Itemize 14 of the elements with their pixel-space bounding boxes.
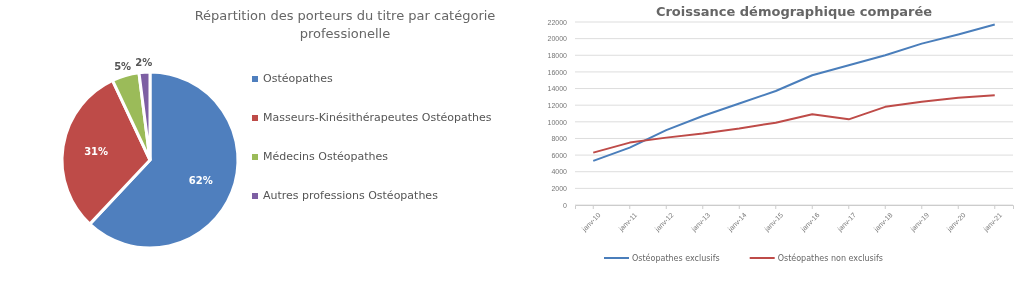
legend-label: Ostéopathes exclusifs — [632, 253, 720, 263]
data-label: 62% — [188, 175, 213, 187]
legend-label: Masseurs-Kinésithérapeutes Ostéopathes — [263, 111, 492, 124]
legend-label: Ostéopathes — [263, 72, 333, 85]
legend-label: Autres professions Ostéopathes — [263, 189, 439, 202]
data-label: 2% — [135, 57, 153, 69]
line-series — [592, 23, 996, 162]
chart-title: Croissance démographique comparée — [655, 4, 933, 19]
chart-title: Répartition des porteurs du titre par catégorie professionelle — [194, 8, 496, 41]
line-series — [592, 94, 996, 154]
legend-label: Ostéopathes non exclusifs — [777, 253, 883, 263]
legend-label: Médecins Ostéopathes — [263, 150, 389, 163]
data-label: 5% — [114, 60, 132, 72]
data-label: 31% — [84, 146, 109, 158]
